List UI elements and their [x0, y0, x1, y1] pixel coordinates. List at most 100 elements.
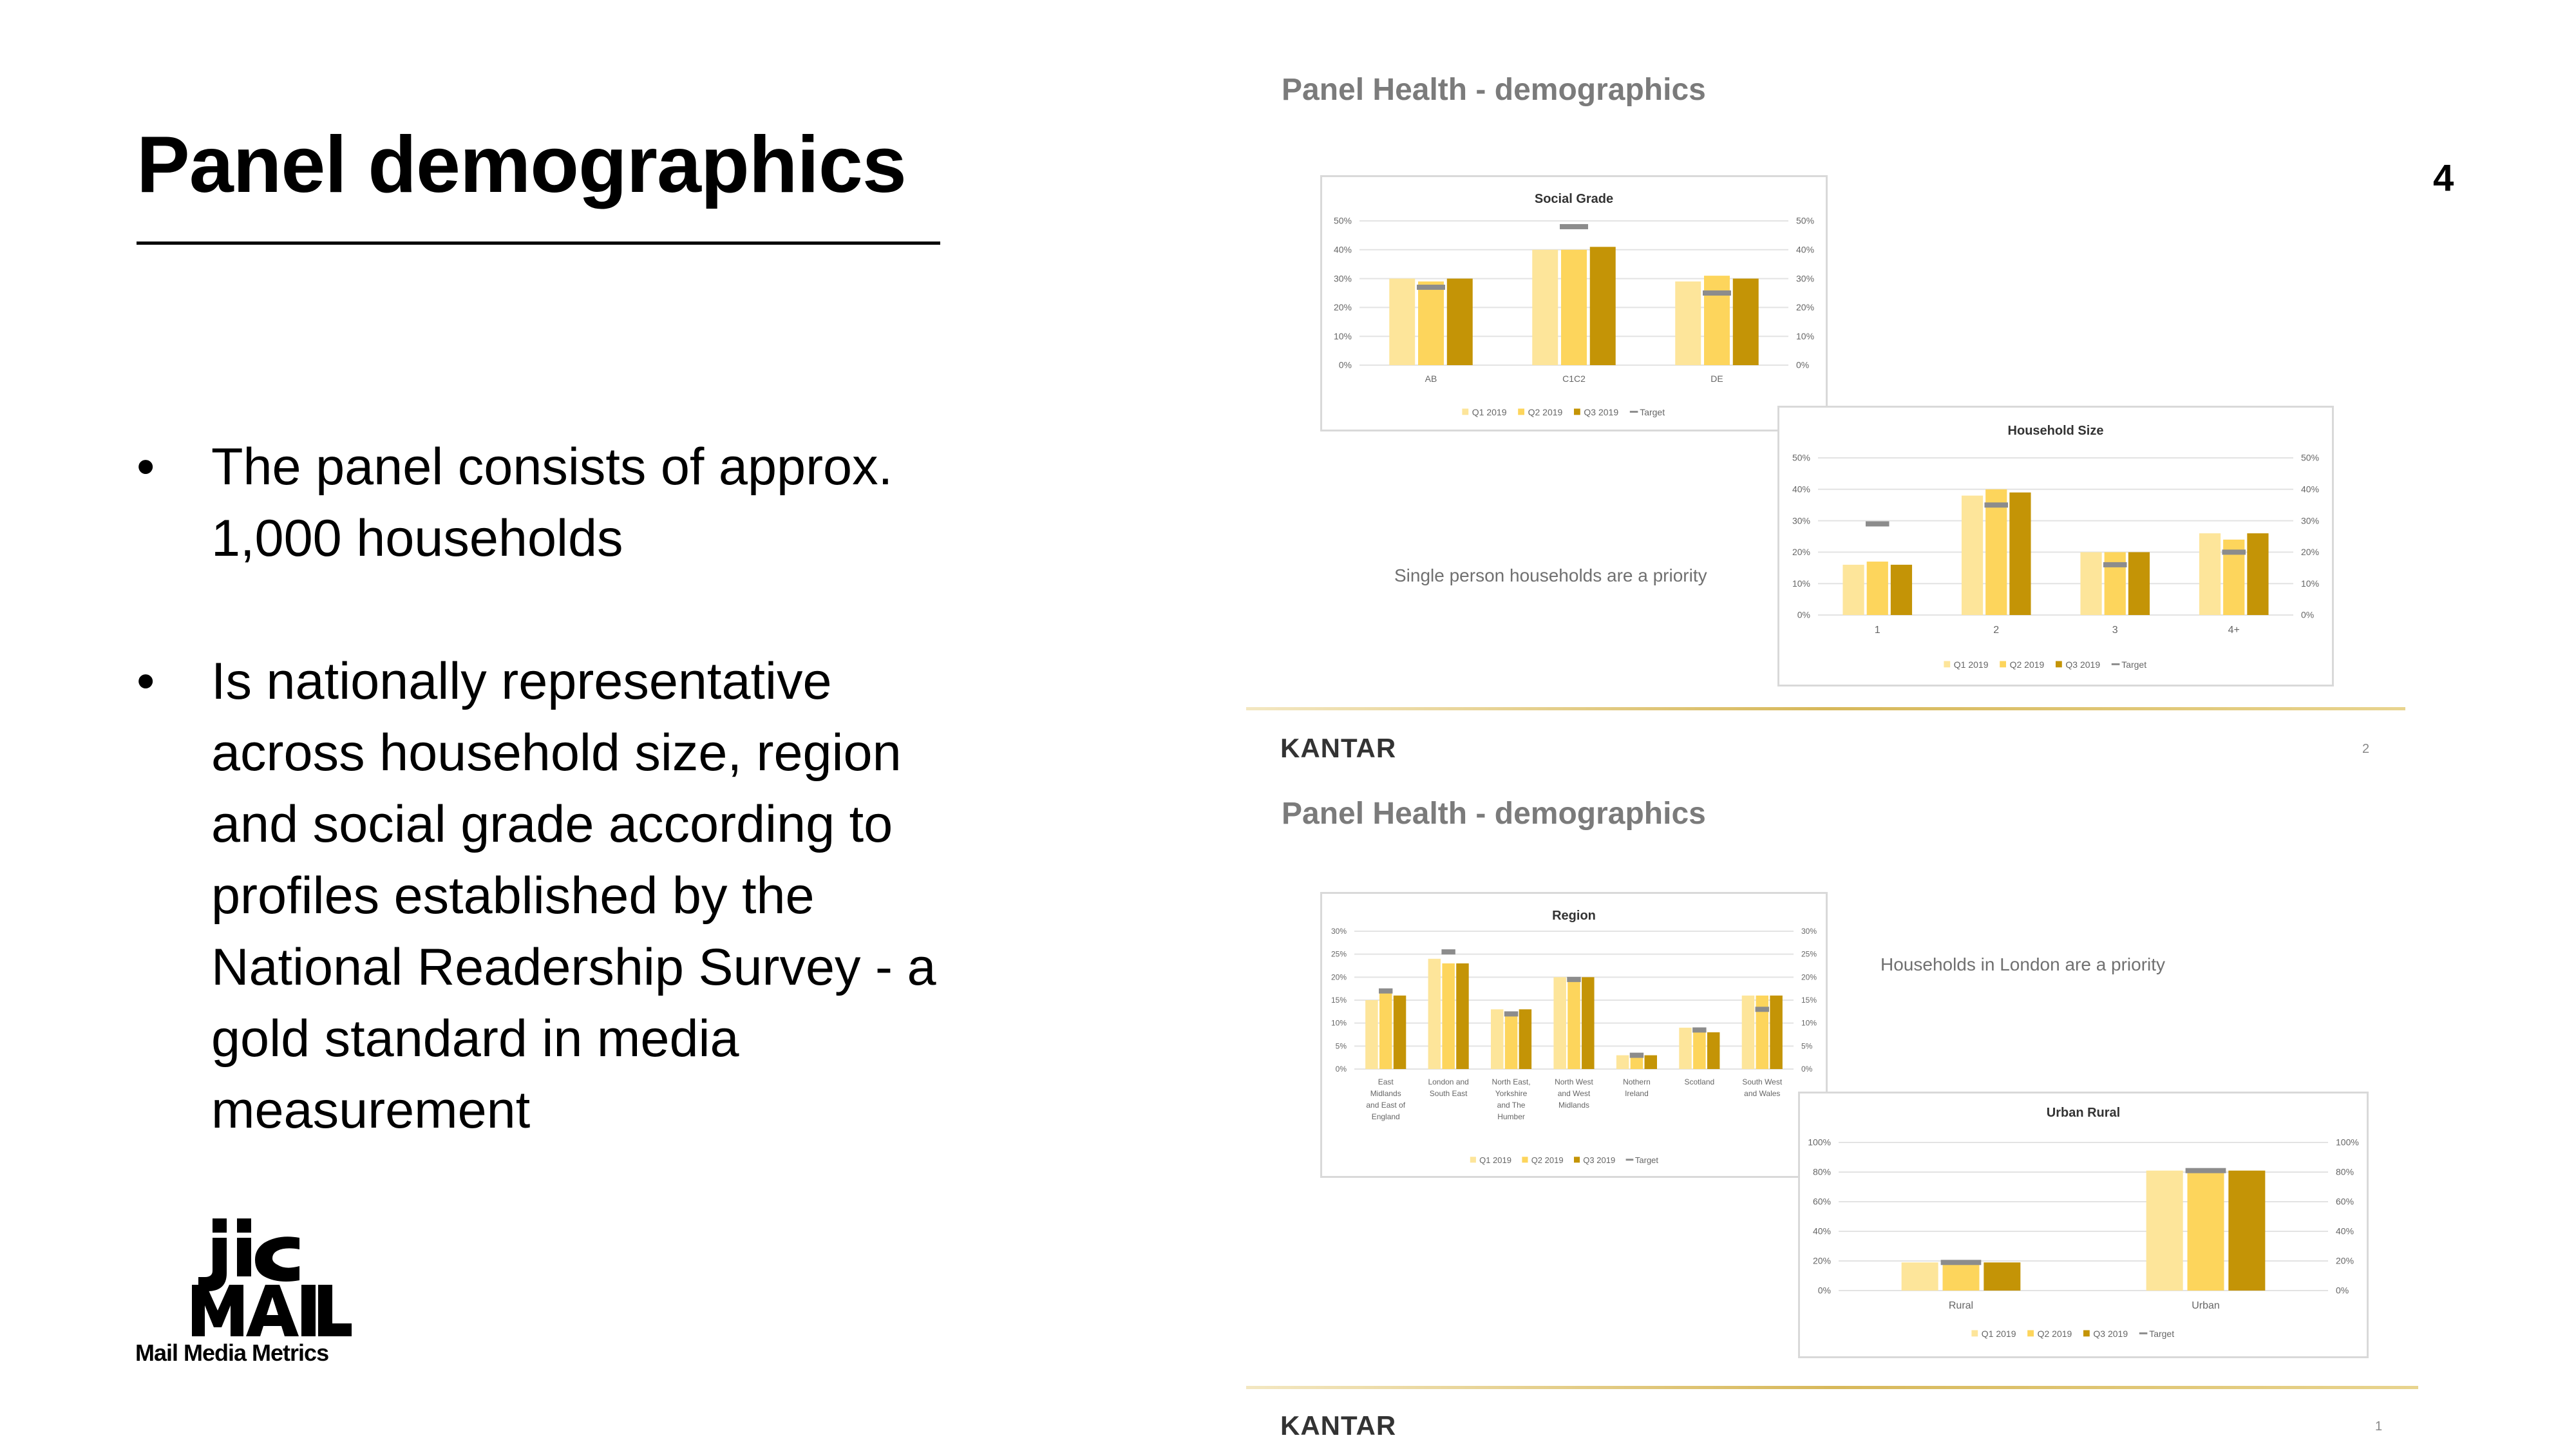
legend-label: Target [1635, 1155, 1659, 1165]
legend-swatch [1574, 408, 1580, 415]
legend-swatch [2083, 1330, 2090, 1337]
y2-tick-label: 10% [2301, 578, 2319, 589]
y2-tick-label: 10% [1796, 331, 1814, 341]
legend-label: Q3 2019 [2065, 659, 2100, 670]
legend-label: Target [1640, 407, 1665, 417]
category-label: South East [1430, 1089, 1468, 1098]
slide-2-brand: KANTAR [1280, 1410, 1397, 1441]
target-marker [1692, 1027, 1707, 1033]
category-label: Midlands [1558, 1101, 1589, 1110]
y2-tick-label: 15% [1801, 996, 1817, 1005]
bar [1418, 281, 1444, 365]
region-chart-svg: Region 0% 0% 5% 5% 10% 10% 15% 15% 20% 20% 25% 25% 30… [1331, 909, 1817, 1165]
category-label: Yorkshire [1495, 1089, 1528, 1098]
y2-tick-label: 80% [2336, 1167, 2354, 1177]
category-label: and West [1558, 1089, 1591, 1098]
title-underline [137, 242, 940, 245]
y2-tick-label: 0% [2336, 1285, 2349, 1296]
bar [1442, 963, 1455, 1069]
y-tick-label: 20% [1334, 302, 1352, 312]
bar [1942, 1262, 1980, 1291]
bar [1616, 1055, 1629, 1069]
jicmail-logo-mark [192, 1218, 352, 1336]
category-label: and Wales [1744, 1089, 1780, 1098]
y-tick-label: 5% [1336, 1041, 1347, 1050]
bar [1961, 495, 1984, 615]
bar [1675, 281, 1701, 365]
y-tick-label: 100% [1808, 1137, 1831, 1148]
bar [2146, 1170, 2183, 1291]
category-label: AB [1425, 374, 1437, 384]
y-tick-label: 20% [1331, 972, 1347, 981]
legend-swatch [1944, 661, 1951, 668]
social-grade-chart-svg: Social Grade 0% 0% 10% 10% 20% 20% 30% 30% 40% 40%… [1334, 192, 1814, 417]
bar [1890, 564, 1913, 615]
bullet-item: • The panel consists of approx. 1,000 ho… [137, 431, 993, 574]
legend-swatch [1522, 1157, 1528, 1163]
category-label: and The [1497, 1101, 1526, 1110]
bar [1582, 977, 1595, 1069]
bar [2080, 552, 2102, 615]
category-label: South West [1742, 1077, 1782, 1086]
legend-swatch [2027, 1330, 2034, 1337]
bar [1456, 963, 1469, 1069]
household-size-chart: Household Size 0% 0% 10% 10% 20% 20% 30% 30% 40% 4… [1777, 406, 2334, 687]
slide-1-divider [1246, 707, 2405, 710]
bar [1504, 1014, 1518, 1069]
slide-2-heading: Panel Health - demographics [1282, 797, 1706, 831]
bullet-list: • The panel consists of approx. 1,000 ho… [137, 431, 993, 1218]
y-tick-label: 40% [1334, 244, 1352, 254]
bar [1984, 1262, 2021, 1291]
bar [1532, 249, 1558, 365]
bar [1741, 995, 1755, 1069]
category-label: Ireland [1625, 1089, 1649, 1098]
household-size-chart-svg: Household Size 0% 0% 10% 10% 20% 20% 30% 30% 40% 4… [1792, 424, 2319, 670]
category-label: North East, [1492, 1077, 1531, 1086]
category-label: C1C2 [1562, 374, 1586, 384]
bar [2247, 533, 2269, 615]
target-marker [2222, 549, 2246, 555]
y2-tick-label: 25% [1801, 950, 1817, 959]
y2-tick-label: 0% [1796, 360, 1809, 370]
y-tick-label: 60% [1813, 1197, 1831, 1207]
legend-label: Q3 2019 [2093, 1329, 2128, 1339]
legend-label: Target [2149, 1329, 2174, 1339]
bar [1866, 562, 1888, 615]
bar [2199, 533, 2221, 615]
page-number: 4 [2433, 157, 2454, 199]
bar [1446, 278, 1473, 365]
category-label: Nothern [1623, 1077, 1651, 1086]
target-marker [1441, 949, 1455, 955]
category-label: 2 [1993, 625, 1999, 636]
bullet-text: The panel consists of approx. 1,000 hous… [211, 438, 893, 567]
bar [1693, 1027, 1706, 1069]
y-tick-label: 10% [1334, 331, 1352, 341]
y-tick-label: 80% [1813, 1167, 1831, 1177]
bar [2187, 1170, 2224, 1291]
y2-tick-label: 20% [1796, 302, 1814, 312]
y2-tick-label: 10% [1801, 1019, 1817, 1028]
legend-label: Q1 2019 [1472, 407, 1507, 417]
target-marker [1560, 223, 1588, 229]
y2-tick-label: 30% [2301, 515, 2319, 526]
bar [1644, 1055, 1657, 1069]
bar [1491, 1009, 1504, 1069]
legend-label: Q2 2019 [1531, 1155, 1564, 1165]
legend-label: Target [2121, 659, 2146, 670]
bar [1561, 249, 1587, 365]
bar [1901, 1262, 1938, 1291]
y2-tick-label: 0% [1801, 1065, 1813, 1074]
region-chart: Region 0% 0% 5% 5% 10% 10% 15% 15% 20% 20% 25% 25% 30… [1320, 892, 1828, 1178]
legend-swatch [1518, 408, 1524, 415]
bar [2228, 1170, 2266, 1291]
y-tick-label: 40% [1813, 1226, 1831, 1236]
y2-tick-label: 5% [1801, 1041, 1813, 1050]
urban-rural-chart: Urban Rural 0% 0% 20% 20% 40% 40% 60% 60% 80% 80% 1… [1798, 1092, 2369, 1358]
chart-title: Social Grade [1535, 192, 1613, 206]
legend-swatch [1971, 1330, 1978, 1337]
legend-label: Q3 2019 [1584, 407, 1618, 417]
y2-tick-label: 0% [2301, 610, 2314, 620]
category-label: 3 [2112, 625, 2118, 636]
category-label: East [1378, 1077, 1394, 1086]
y-tick-label: 25% [1331, 950, 1347, 959]
